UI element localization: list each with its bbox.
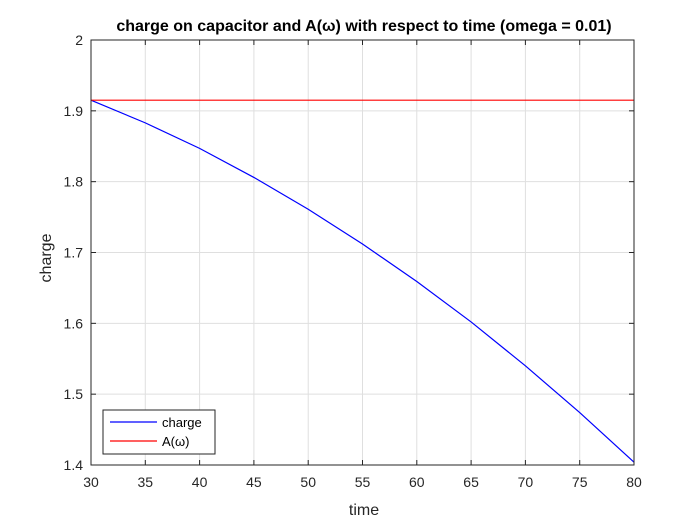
x-tick-label: 55 [355, 474, 371, 490]
legend-label-a-omega: A(ω) [162, 434, 189, 449]
x-tick-label: 80 [626, 474, 642, 490]
x-tick-label: 50 [300, 474, 316, 490]
x-tick-label: 40 [192, 474, 208, 490]
y-tick-label: 2 [75, 32, 83, 48]
chart-title: charge on capacitor and A(ω) with respec… [116, 18, 611, 35]
y-tick-label: 1.6 [64, 315, 84, 331]
x-tick-label: 75 [572, 474, 588, 490]
x-tick-label: 70 [518, 474, 534, 490]
legend: charge A(ω) [102, 409, 216, 455]
x-axis-label: time [349, 502, 379, 519]
y-tick-label: 1.9 [64, 103, 84, 119]
legend-label-charge: charge [162, 415, 202, 430]
y-tick-label: 1.4 [64, 457, 84, 473]
x-tick-label: 30 [83, 474, 99, 490]
tick-group: 30 35 40 45 50 55 60 65 70 75 80 1.4 1.5 1.6 1.7 1.8 1.9… [64, 32, 642, 490]
x-tick-label: 45 [246, 474, 262, 490]
legend-box [102, 409, 216, 455]
x-tick-label: 35 [138, 474, 154, 490]
y-tick-label: 1.8 [64, 174, 84, 190]
y-axis-label: charge [38, 233, 55, 282]
y-tick-label: 1.7 [64, 245, 84, 261]
x-tick-label: 65 [463, 474, 479, 490]
series-group [90, 99, 635, 463]
series-line-charge [90, 99, 635, 463]
x-tick-label: 60 [409, 474, 425, 490]
y-tick-label: 1.5 [64, 386, 84, 402]
